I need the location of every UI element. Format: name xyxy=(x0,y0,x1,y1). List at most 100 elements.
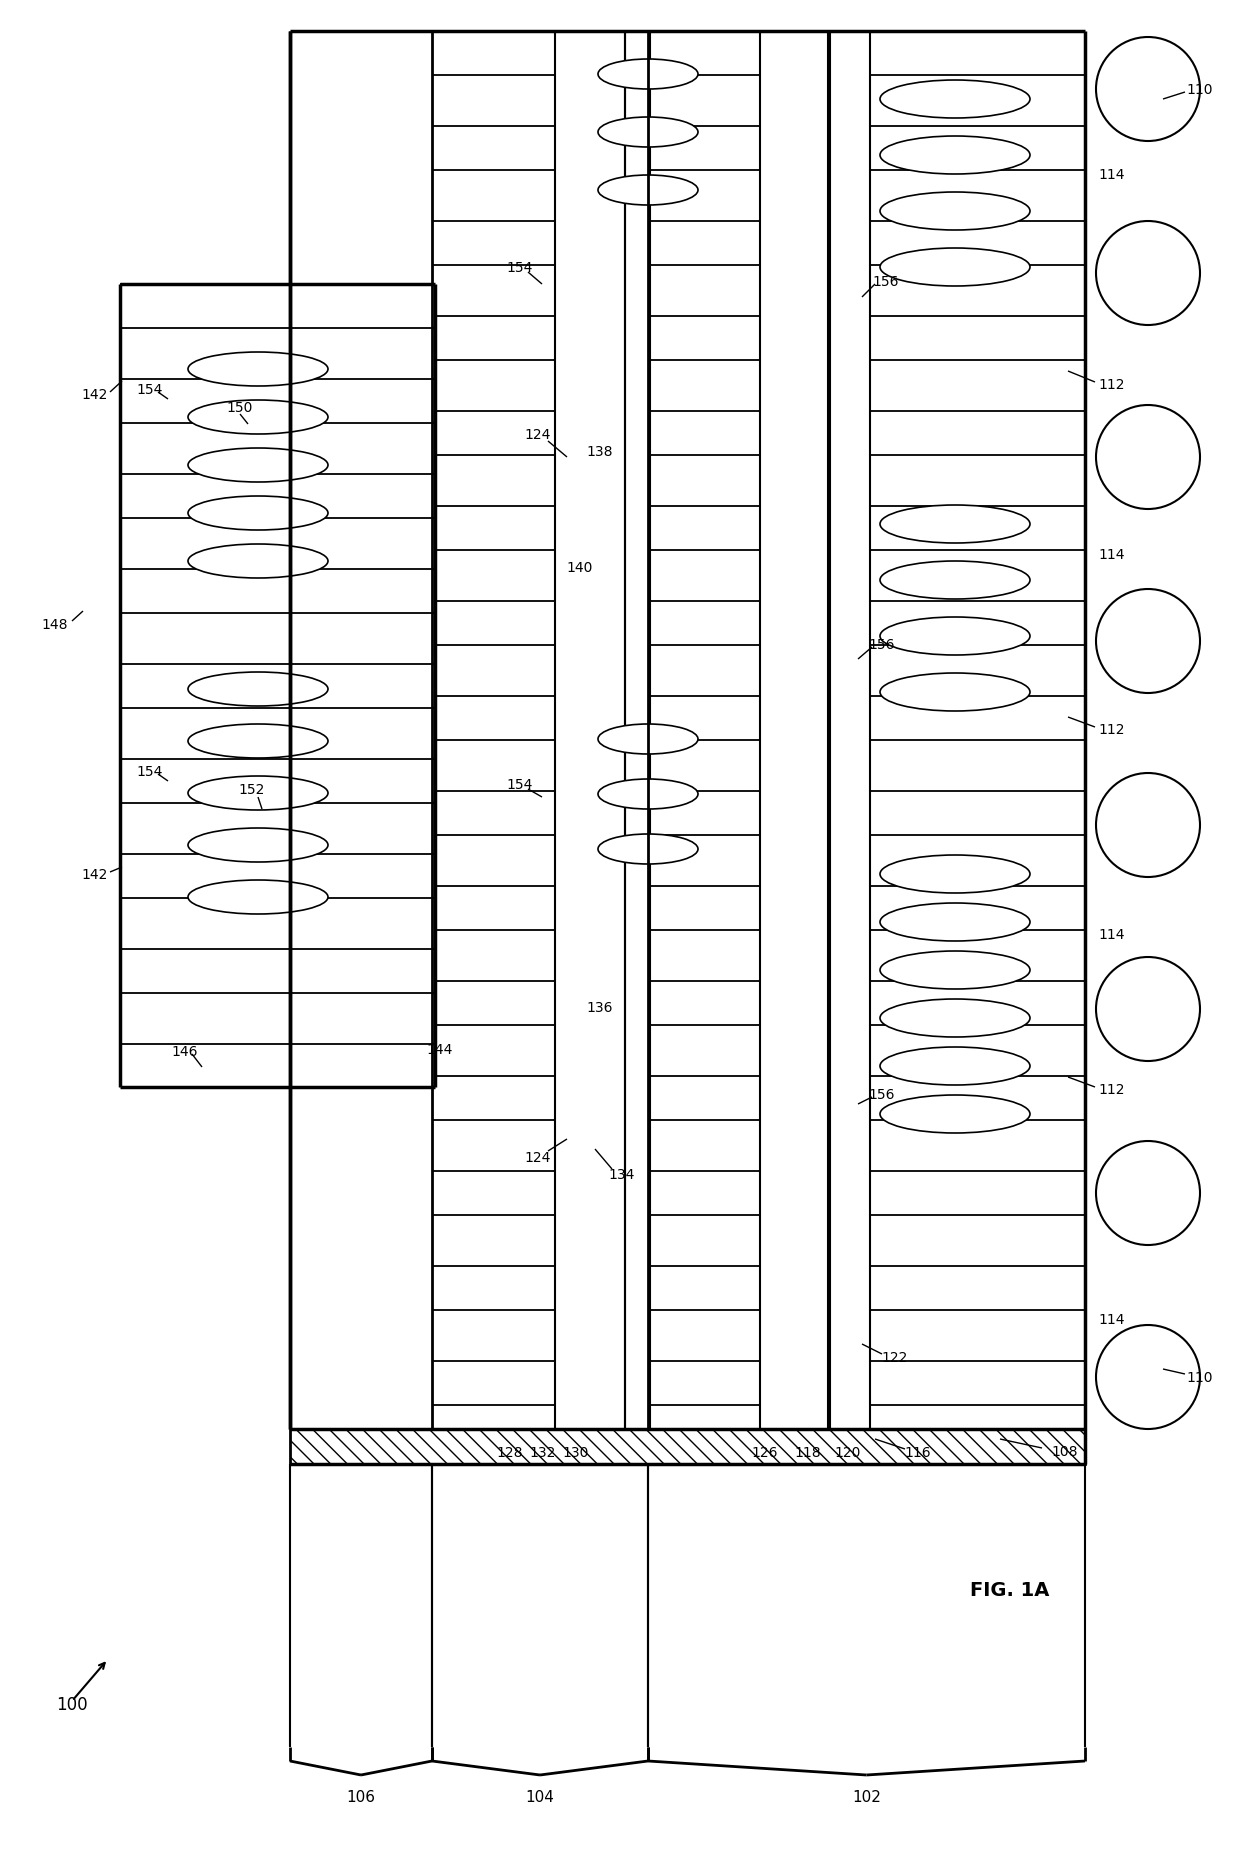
Bar xyxy=(556,1025,625,1076)
Text: 128: 128 xyxy=(497,1445,523,1460)
Text: 110: 110 xyxy=(1187,84,1213,97)
Bar xyxy=(625,76,650,127)
Bar xyxy=(760,32,828,1430)
Bar xyxy=(432,835,649,887)
Bar xyxy=(649,792,1085,835)
Bar xyxy=(120,328,435,380)
Bar xyxy=(120,854,435,898)
Bar xyxy=(649,457,1085,507)
Bar xyxy=(432,550,649,602)
Bar xyxy=(290,32,1085,1430)
Bar xyxy=(120,949,435,994)
Bar xyxy=(120,898,435,949)
Bar xyxy=(649,930,1085,982)
Bar xyxy=(432,412,649,457)
Text: 142: 142 xyxy=(82,867,108,882)
Text: 114: 114 xyxy=(1097,928,1125,941)
Bar xyxy=(120,665,435,708)
Bar xyxy=(760,1405,828,1430)
Bar xyxy=(830,1120,870,1171)
Ellipse shape xyxy=(880,192,1030,231)
Circle shape xyxy=(1096,1325,1200,1430)
Circle shape xyxy=(1096,406,1200,509)
Text: 150: 150 xyxy=(227,401,253,416)
Bar xyxy=(830,32,870,1430)
Text: 142: 142 xyxy=(82,388,108,403)
Ellipse shape xyxy=(188,352,329,388)
Bar xyxy=(760,362,828,412)
Ellipse shape xyxy=(880,1048,1030,1085)
Text: 124: 124 xyxy=(525,1150,552,1165)
Bar xyxy=(830,1215,870,1266)
Bar xyxy=(556,740,625,792)
Bar xyxy=(830,930,870,982)
Bar xyxy=(432,1025,649,1076)
Ellipse shape xyxy=(880,561,1030,600)
Text: 124: 124 xyxy=(525,427,552,442)
Text: 126: 126 xyxy=(751,1445,779,1460)
Text: 130: 130 xyxy=(563,1445,589,1460)
Text: 146: 146 xyxy=(172,1044,198,1059)
Circle shape xyxy=(1096,958,1200,1061)
Text: 102: 102 xyxy=(852,1789,880,1804)
Bar xyxy=(649,1171,1085,1215)
Bar xyxy=(432,1310,649,1361)
Bar xyxy=(649,171,1085,222)
Bar xyxy=(760,267,828,317)
Text: 106: 106 xyxy=(346,1789,376,1804)
Ellipse shape xyxy=(880,673,1030,712)
Bar xyxy=(432,1405,649,1430)
Bar xyxy=(649,602,1085,645)
Bar xyxy=(432,887,649,930)
Ellipse shape xyxy=(880,904,1030,941)
Bar xyxy=(120,708,435,761)
Bar xyxy=(432,1266,649,1310)
Bar xyxy=(432,1171,649,1215)
Text: 134: 134 xyxy=(609,1167,635,1182)
Bar xyxy=(649,362,1085,412)
Ellipse shape xyxy=(880,999,1030,1038)
Bar xyxy=(556,1215,625,1266)
Ellipse shape xyxy=(880,951,1030,990)
Bar xyxy=(649,1215,1085,1266)
Bar xyxy=(649,127,1085,171)
Bar xyxy=(625,930,650,982)
Bar xyxy=(432,507,649,550)
Bar xyxy=(432,645,649,697)
Bar xyxy=(432,1361,649,1405)
Bar xyxy=(649,1405,1085,1430)
Ellipse shape xyxy=(880,1096,1030,1133)
Bar xyxy=(649,317,1085,362)
Bar xyxy=(760,740,828,792)
Ellipse shape xyxy=(188,673,329,706)
Bar xyxy=(760,550,828,602)
Bar xyxy=(432,1215,649,1266)
Bar xyxy=(556,32,625,1430)
Bar xyxy=(120,570,435,613)
Circle shape xyxy=(1096,1141,1200,1245)
Ellipse shape xyxy=(188,449,329,483)
Bar xyxy=(432,127,649,171)
Circle shape xyxy=(1096,37,1200,142)
Bar xyxy=(432,457,649,507)
Text: 140: 140 xyxy=(567,561,593,574)
Bar xyxy=(760,1120,828,1171)
Text: 144: 144 xyxy=(427,1042,453,1057)
Text: 138: 138 xyxy=(587,445,614,459)
Bar xyxy=(432,76,649,127)
Bar xyxy=(760,1215,828,1266)
Bar xyxy=(760,1025,828,1076)
Bar xyxy=(432,740,649,792)
Bar xyxy=(120,613,435,665)
Bar xyxy=(760,1310,828,1361)
Bar xyxy=(830,835,870,887)
Text: 154: 154 xyxy=(507,261,533,274)
Bar xyxy=(625,740,650,792)
Bar xyxy=(830,550,870,602)
Bar xyxy=(649,1361,1085,1405)
Bar xyxy=(120,423,435,475)
Bar xyxy=(649,645,1085,697)
Circle shape xyxy=(1096,774,1200,878)
Ellipse shape xyxy=(188,829,329,863)
Bar xyxy=(556,1405,625,1430)
